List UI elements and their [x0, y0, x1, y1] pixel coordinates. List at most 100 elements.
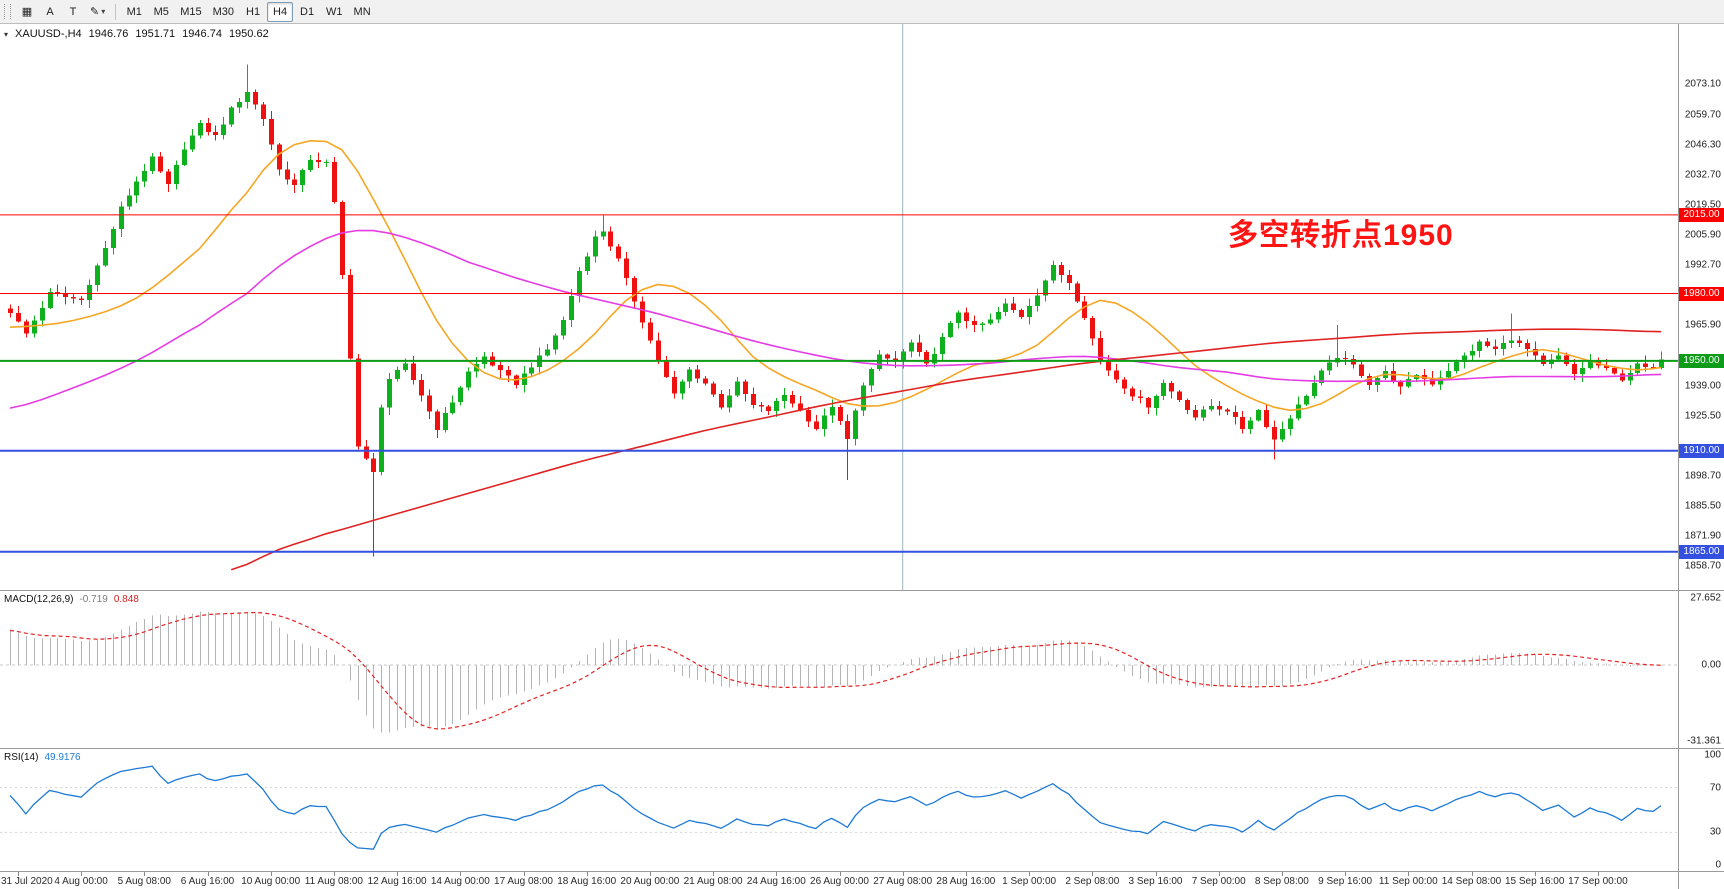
rsi-tick-label: 30 [1709, 826, 1721, 838]
time-tick-label: 11 Sep 00:00 [1378, 876, 1438, 887]
time-tick-mark [776, 872, 777, 876]
price-tick-label: 2073.10 [1684, 78, 1721, 90]
time-tick-label: 10 Aug 00:00 [241, 876, 301, 887]
macd-histogram [10, 611, 1662, 733]
toolbar-drag-handle[interactable] [4, 4, 11, 19]
time-tick-label: 9 Sep 16:00 [1318, 876, 1373, 887]
time-tick-mark [1219, 872, 1220, 876]
timeframe-h4-button[interactable]: H4 [267, 1, 294, 22]
rsi-price-scale[interactable]: 100 70 30 0 [1678, 749, 1724, 871]
time-tick-label: 31 Jul 2020 [1, 876, 53, 887]
time-tick-label: 8 Sep 08:00 [1254, 876, 1309, 887]
time-tick-mark [840, 872, 841, 876]
time-axis-corner [1678, 872, 1724, 889]
time-tick-mark [1598, 872, 1599, 876]
rsi-value: 49.9176 [44, 752, 81, 763]
macd-main-value: -0.719 [79, 594, 108, 605]
time-tick-label: 7 Sep 00:00 [1191, 876, 1246, 887]
time-tick-label: 11 Aug 08:00 [304, 876, 363, 887]
ma-fast-line [9, 139, 1662, 412]
time-tick-label: 5 Aug 08:00 [117, 876, 171, 887]
price-level-badge-1910.00: 1910.00 [1679, 443, 1724, 458]
ohlc-high: 1951.71 [135, 28, 176, 40]
time-tick-mark [1282, 872, 1283, 876]
chart-grid-tool-button[interactable]: ▦ [21, 6, 33, 18]
time-tick-mark [966, 872, 967, 876]
macd-label: MACD(12,26,9) -0.719 0.848 [4, 594, 139, 605]
time-tick-mark [1345, 872, 1346, 876]
price-tick-label: 1925.50 [1684, 410, 1721, 422]
chart-title: ▾ XAUUSD-,H4 1946.76 1951.71 1946.74 195… [4, 28, 269, 40]
time-tick-label: 3 Sep 16:00 [1128, 876, 1183, 887]
time-tick-label: 24 Aug 16:00 [746, 876, 806, 887]
price-tick-label: 2005.90 [1684, 229, 1721, 241]
macd-panel: MACD(12,26,9) -0.719 0.848 27.652 0.00 -31… [0, 590, 1724, 748]
time-tick-label: 17 Sep 00:00 [1568, 876, 1628, 887]
time-tick-label: 1 Sep 00:00 [1002, 876, 1057, 887]
ma-slow-line [230, 328, 1662, 571]
timeframe-h1-button[interactable]: H1 [246, 5, 261, 18]
arrow-text-tool-button[interactable]: A [46, 5, 54, 18]
time-tick-label: 17 Aug 08:00 [494, 876, 553, 887]
ohlc-close: 1950.62 [228, 28, 269, 40]
text-label-tool-button[interactable]: T [69, 5, 77, 18]
rsi-label: RSI(14) 49.9176 [4, 752, 81, 763]
ohlc-open: 1946.76 [88, 28, 129, 40]
macd-tick-label: -31.361 [1687, 735, 1721, 747]
time-tick-mark [587, 872, 588, 876]
ma-mid-line [9, 229, 1662, 409]
ohlc-low: 1946.74 [182, 28, 222, 40]
main-price-scale[interactable]: 2073.10 2059.70 2046.30 2032.70 2019.50 2005.… [1678, 24, 1724, 590]
time-tick-mark [144, 872, 145, 876]
rsi-line [9, 765, 1662, 850]
timeframe-m15-button[interactable]: M15 [180, 5, 202, 18]
time-tick-mark [208, 872, 209, 876]
toolbar-separator [115, 3, 117, 20]
time-tick-mark [1092, 872, 1093, 876]
rsi-title: RSI(14) [4, 752, 39, 763]
time-tick-mark [397, 872, 398, 876]
price-tick-label: 1858.70 [1684, 560, 1721, 572]
toolbar: ▦ A T ✎ ▾ M1 M5 M15 M30 H1 H4 D1 W1 MN [0, 0, 1724, 24]
price-tick-label: 1871.90 [1684, 530, 1721, 542]
timeframe-m30-button[interactable]: M30 [212, 5, 235, 18]
time-tick-mark [713, 872, 714, 876]
macd-chart [0, 611, 1678, 733]
price-tick-label: 2019.50 [1684, 199, 1721, 211]
rsi-tick-label: 100 [1704, 749, 1721, 761]
time-tick-mark [1472, 872, 1473, 876]
timeframe-w1-button[interactable]: W1 [326, 5, 343, 18]
time-tick-label: 21 Aug 08:00 [683, 876, 743, 887]
time-tick-label: 18 Aug 16:00 [557, 876, 617, 887]
price-tick-label: 2032.70 [1684, 169, 1721, 181]
macd-title: MACD(12,26,9) [4, 594, 74, 605]
macd-tick-label: 27.652 [1690, 592, 1721, 604]
time-axis[interactable]: 31 Jul 2020 4 Aug 00:00 5 Aug 08:00 6 Aug 1… [0, 871, 1724, 889]
timeframe-mn-button[interactable]: MN [353, 5, 371, 18]
timeframe-m5-button[interactable]: M5 [153, 5, 169, 18]
time-tick-mark [903, 872, 904, 876]
rsi-canvas[interactable]: RSI(14) 49.9176 [0, 749, 1678, 871]
price-tick-label: 2046.30 [1684, 139, 1721, 151]
symbol-period-label: XAUUSD-,H4 [15, 28, 82, 40]
timeframe-d1-button[interactable]: D1 [300, 5, 315, 18]
timeframe-m1-button[interactable]: M1 [126, 5, 142, 18]
draw-objects-tool-button[interactable]: ✎ ▾ [90, 6, 106, 18]
macd-canvas[interactable]: MACD(12,26,9) -0.719 0.848 [0, 591, 1678, 748]
time-tick-mark [1029, 872, 1030, 876]
time-tick-mark [271, 872, 272, 876]
price-tick-label: 1939.00 [1684, 380, 1721, 392]
symbol-dropdown-icon[interactable]: ▾ [4, 29, 9, 39]
main-chart-canvas[interactable]: ▾ XAUUSD-,H4 1946.76 1951.71 1946.74 195… [0, 24, 1678, 590]
macd-signal-line [9, 611, 1662, 730]
macd-price-scale[interactable]: 27.652 0.00 -31.361 [1678, 591, 1724, 748]
timeframe-buttons: M1 M5 M15 M30 H1 H4 D1 W1 MN [121, 1, 375, 22]
price-level-badge-1865.00: 1865.00 [1679, 544, 1724, 559]
price-tick-label: 2059.70 [1684, 109, 1721, 120]
candlestick-chart [0, 24, 1678, 590]
time-tick-mark [460, 872, 461, 876]
time-tick-label: 2 Sep 08:00 [1065, 876, 1120, 887]
time-tick-mark [524, 872, 525, 876]
time-tick-mark [81, 872, 82, 876]
